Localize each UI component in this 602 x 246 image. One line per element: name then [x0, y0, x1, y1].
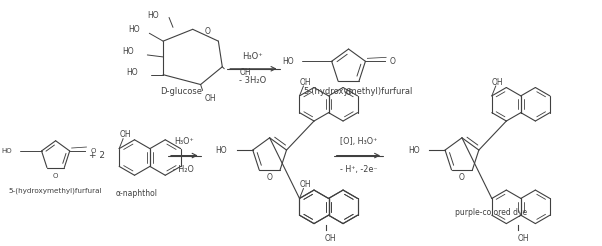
Text: O: O	[205, 27, 211, 36]
Text: H₃O⁺: H₃O⁺	[174, 137, 194, 146]
Text: O: O	[53, 173, 58, 179]
Text: [O], H₃O⁺: [O], H₃O⁺	[340, 137, 377, 146]
Text: HO: HO	[282, 57, 294, 66]
Text: OH: OH	[300, 77, 311, 87]
Text: - H⁺, -2e⁻: - H⁺, -2e⁻	[340, 165, 377, 174]
Text: purple-colored dye: purple-colored dye	[456, 208, 527, 217]
Text: HO: HO	[408, 146, 420, 154]
Text: OH: OH	[240, 68, 252, 77]
Text: α-naphthol: α-naphthol	[116, 188, 158, 198]
Text: HO: HO	[1, 148, 12, 154]
Text: HO: HO	[216, 146, 227, 154]
Text: O: O	[91, 148, 96, 154]
Text: 5-(hydroxymethyl)furfural: 5-(hydroxymethyl)furfural	[304, 87, 413, 96]
Text: OH: OH	[517, 234, 529, 243]
Text: HO: HO	[122, 46, 134, 56]
Text: OH: OH	[205, 94, 216, 103]
Text: D-glucose: D-glucose	[160, 87, 202, 96]
Text: OH: OH	[492, 77, 503, 87]
Text: + 2: + 2	[89, 151, 105, 160]
Text: O: O	[267, 173, 273, 182]
Text: OH: OH	[325, 234, 337, 243]
Text: HO: HO	[147, 11, 159, 20]
Text: HO: HO	[126, 68, 137, 77]
Text: H₃O⁺: H₃O⁺	[243, 52, 263, 62]
Text: OH: OH	[300, 180, 311, 189]
Text: O: O	[346, 89, 352, 97]
Text: - H₂O: - H₂O	[173, 165, 194, 174]
Text: O: O	[459, 173, 465, 182]
Text: OH: OH	[119, 130, 131, 139]
Text: HO: HO	[128, 25, 140, 34]
Text: - 3H₂O: - 3H₂O	[239, 76, 267, 85]
Text: O: O	[390, 57, 396, 66]
Text: 5-(hydroxymethyl)furfural: 5-(hydroxymethyl)furfural	[9, 188, 102, 194]
